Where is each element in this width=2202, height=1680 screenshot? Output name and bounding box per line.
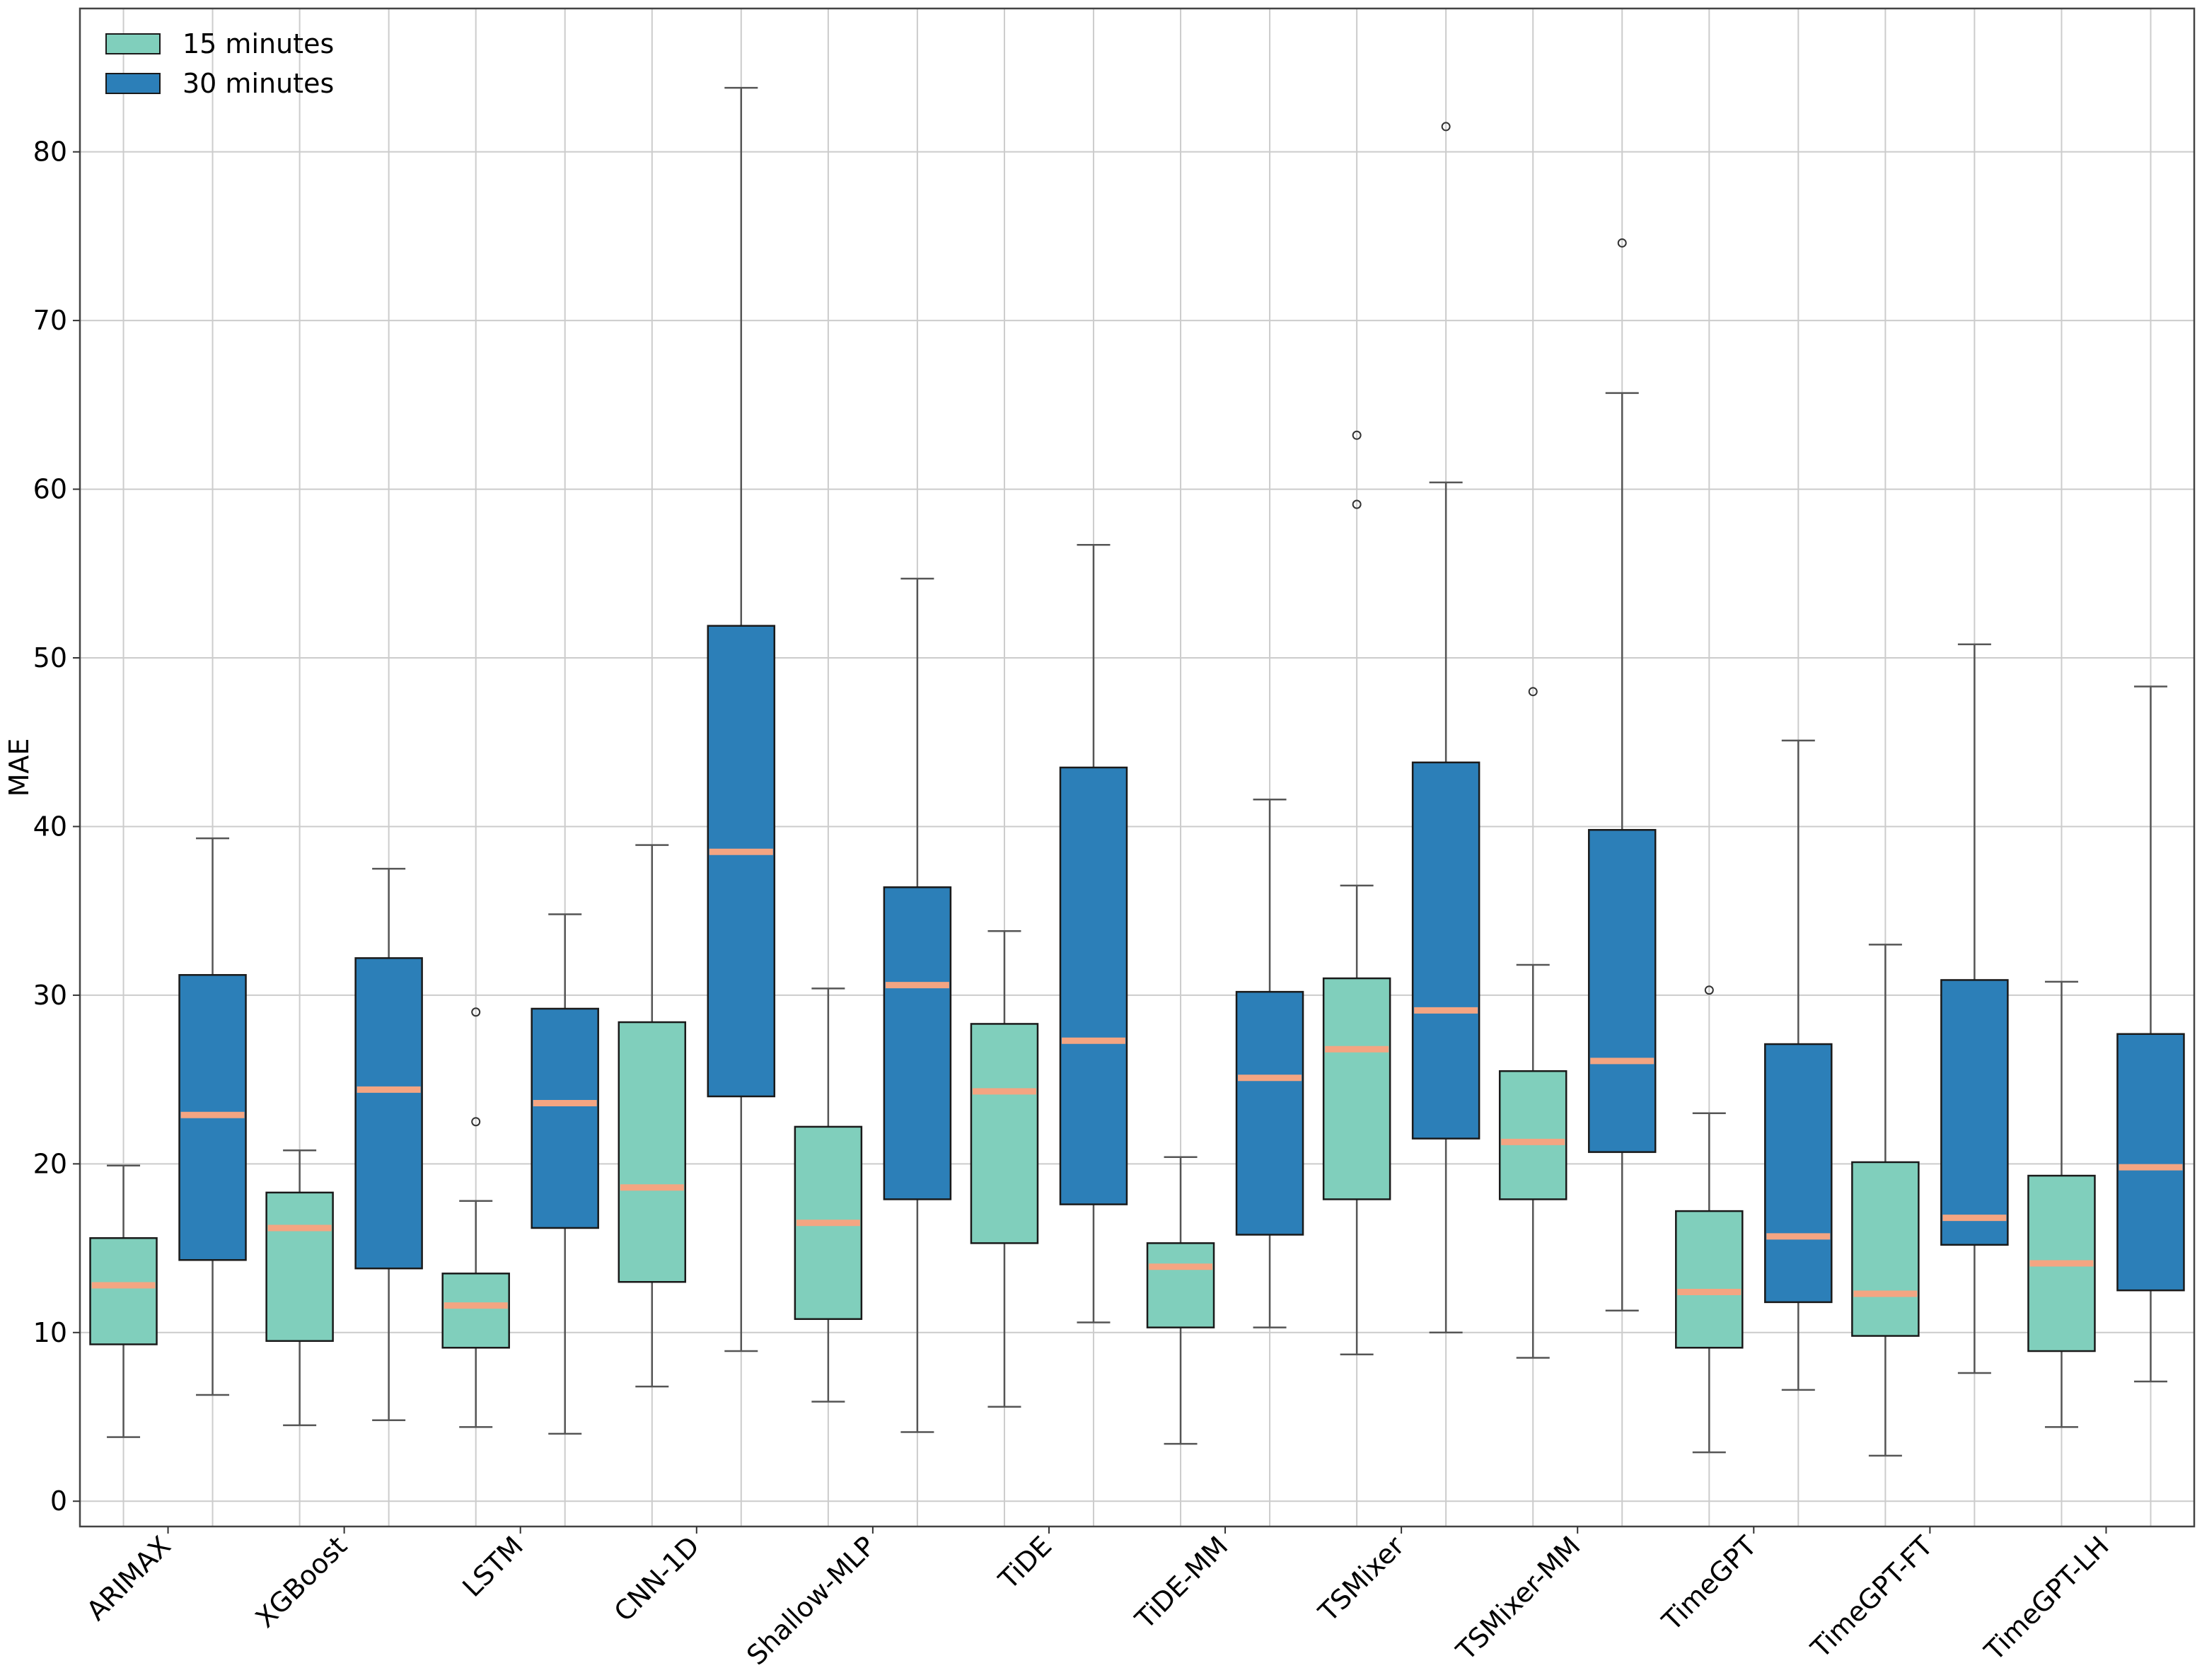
- outlier-point: [471, 1117, 481, 1127]
- iqr-box: [1764, 1043, 1833, 1304]
- iqr-box: [1235, 990, 1304, 1236]
- iqr-box: [89, 1237, 158, 1345]
- legend-label: 15 minutes: [182, 28, 334, 59]
- box: [1322, 430, 1391, 1356]
- y-tick-label: 40: [33, 811, 67, 842]
- iqr-box: [1322, 977, 1391, 1200]
- series-long: [178, 86, 2185, 1435]
- iqr-box: [1940, 979, 2009, 1246]
- box: [1940, 643, 2009, 1374]
- legend-swatch: [105, 73, 161, 94]
- box: [1146, 1156, 1215, 1445]
- box: [618, 844, 687, 1388]
- box: [441, 1007, 510, 1428]
- box: [178, 837, 247, 1396]
- iqr-box: [1059, 766, 1128, 1205]
- x-tick-label: XGBoost: [250, 1530, 353, 1633]
- outlier-point: [1528, 687, 1538, 697]
- legend-label: 30 minutes: [182, 68, 334, 99]
- y-tick-label: 10: [33, 1317, 67, 1348]
- box: [1587, 238, 1657, 1312]
- x-tick-label: Shallow-MLP: [741, 1530, 881, 1671]
- iqr-box: [2116, 1033, 2185, 1292]
- legend-swatch: [105, 33, 161, 54]
- x-tick-label: LSTM: [456, 1530, 529, 1603]
- outlier-point: [1352, 499, 1362, 509]
- x-tick-label: TiDE-MM: [1129, 1530, 1234, 1635]
- iqr-box: [441, 1273, 510, 1349]
- iqr-box: [354, 957, 423, 1270]
- y-tick-label: 50: [33, 642, 67, 673]
- box: [2027, 980, 2096, 1428]
- iqr-box: [707, 625, 776, 1098]
- iqr-box: [618, 1021, 687, 1283]
- box: [1851, 944, 1920, 1457]
- box: [1411, 122, 1480, 1334]
- box: [883, 577, 952, 1433]
- x-tick-label: TSMixer: [1312, 1530, 1410, 1628]
- box: [1675, 985, 1744, 1454]
- box: [89, 1164, 158, 1438]
- x-tick-label: TiDE: [992, 1530, 1058, 1596]
- x-tick-label: TimeGPT-FT: [1804, 1530, 1939, 1664]
- iqr-box: [970, 1023, 1039, 1244]
- box: [1059, 544, 1128, 1323]
- y-tick-label: 70: [33, 305, 67, 336]
- box: [707, 86, 776, 1352]
- box: [1764, 739, 1833, 1391]
- outlier-point: [1441, 122, 1451, 132]
- y-tick-label: 20: [33, 1148, 67, 1179]
- plot-frame: [79, 7, 2196, 1528]
- y-tick-label: 30: [33, 980, 67, 1011]
- outlier-point: [1617, 238, 1627, 248]
- iqr-box: [1587, 828, 1657, 1153]
- x-tick-label: TimeGPT: [1656, 1530, 1763, 1638]
- iqr-box: [265, 1191, 334, 1342]
- iqr-box: [883, 886, 952, 1200]
- box: [1235, 799, 1304, 1328]
- box: [265, 1149, 334, 1427]
- box: [794, 987, 863, 1403]
- box-series: [89, 86, 2185, 1457]
- legend: 15 minutes 30 minutes: [105, 28, 334, 99]
- x-tick-label: TimeGPT-LH: [1978, 1530, 2114, 1667]
- iqr-box: [1411, 761, 1480, 1140]
- outlier-point: [1352, 430, 1362, 440]
- y-tick-label: 80: [33, 137, 67, 168]
- iqr-box: [1675, 1210, 1744, 1349]
- box: [2116, 685, 2185, 1383]
- iqr-box: [531, 1007, 599, 1229]
- iqr-box: [1498, 1070, 1568, 1200]
- iqr-box: [1146, 1242, 1215, 1328]
- iqr-box: [1851, 1161, 1920, 1337]
- series-short: [89, 430, 2096, 1457]
- y-axis-label: MAE: [4, 738, 35, 797]
- box: [354, 867, 423, 1422]
- x-tick-label: CNN-1D: [608, 1530, 706, 1628]
- outlier-point: [471, 1007, 481, 1017]
- x-tick-label: ARIMAX: [81, 1530, 177, 1626]
- outlier-point: [1704, 985, 1714, 995]
- y-tick-label: 60: [33, 474, 67, 505]
- box: [970, 930, 1039, 1408]
- x-tick-label: TSMixer-MM: [1450, 1530, 1587, 1667]
- y-tick-label: 0: [50, 1485, 67, 1517]
- box: [1498, 687, 1568, 1359]
- box: [531, 913, 599, 1435]
